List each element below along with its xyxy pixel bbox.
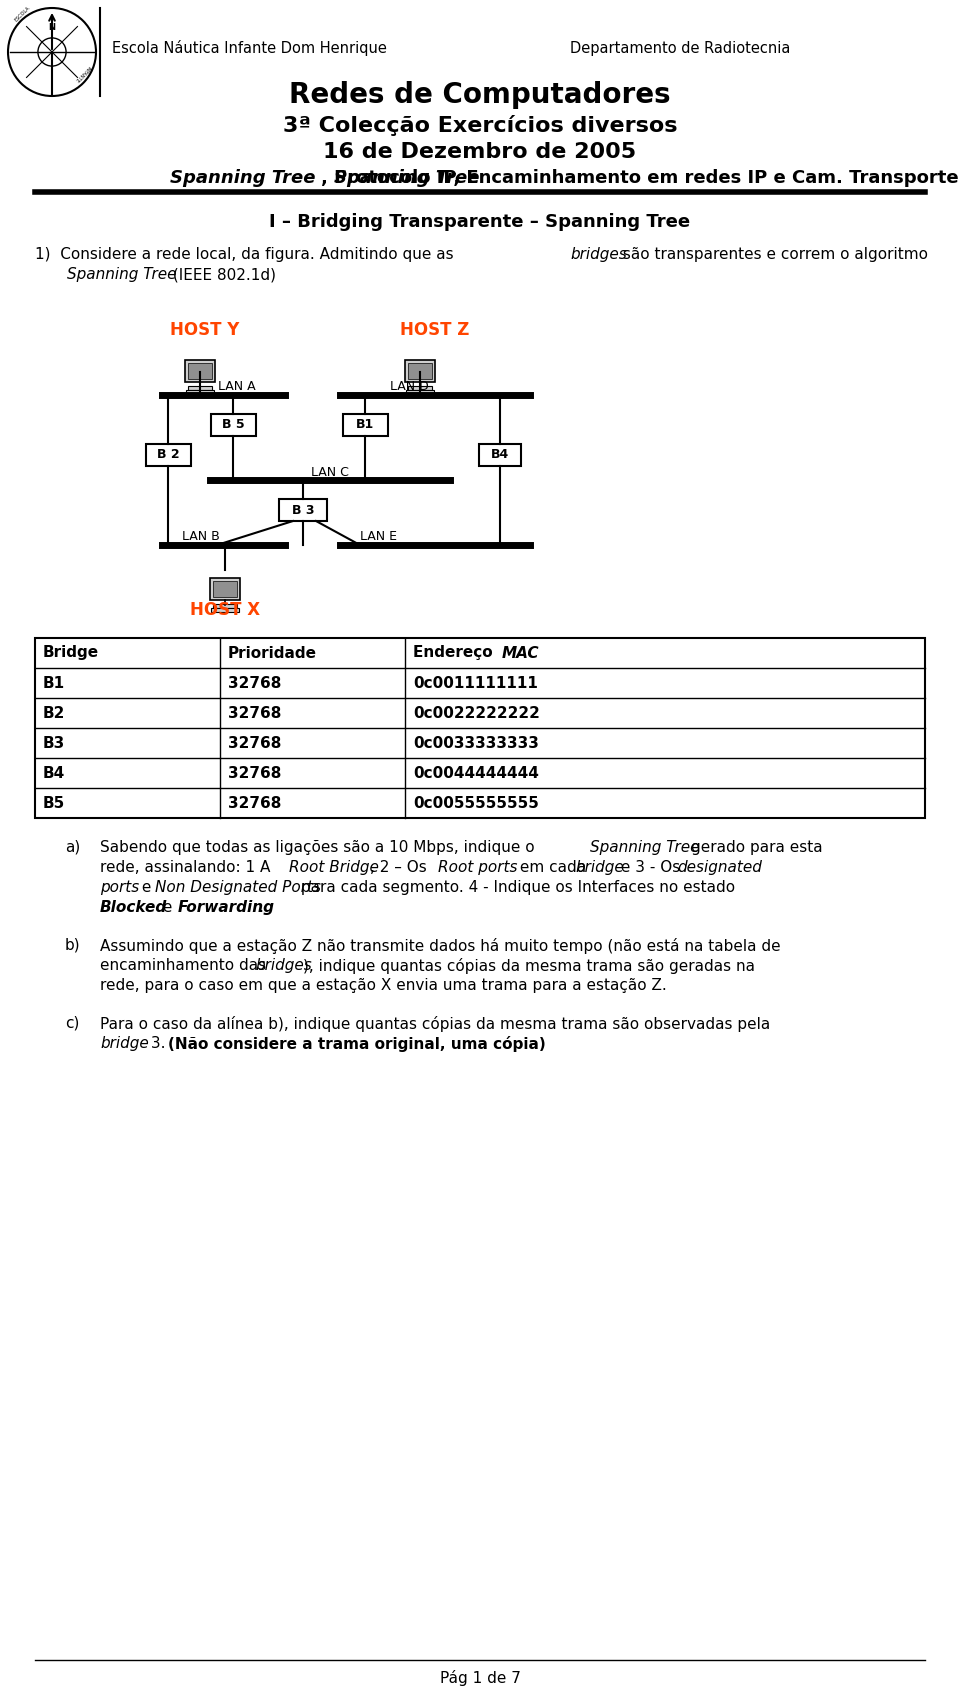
Text: Root ports: Root ports xyxy=(438,860,517,876)
Text: Prioridade: Prioridade xyxy=(228,645,317,660)
Bar xyxy=(35,638,925,818)
Text: Blocked: Blocked xyxy=(100,899,167,915)
Text: bridges: bridges xyxy=(570,248,627,263)
Text: Pág 1 de 7: Pág 1 de 7 xyxy=(440,1670,520,1687)
Bar xyxy=(406,390,434,394)
Text: bridge: bridge xyxy=(575,860,624,876)
Bar xyxy=(185,360,215,382)
Text: B 5: B 5 xyxy=(222,419,244,431)
Bar xyxy=(405,360,435,382)
Text: 3.: 3. xyxy=(146,1035,170,1050)
Text: para cada segmento. 4 - Indique os Interfaces no estado: para cada segmento. 4 - Indique os Inter… xyxy=(296,881,735,894)
Text: Root Bridge: Root Bridge xyxy=(289,860,379,876)
Text: 32768: 32768 xyxy=(228,675,281,691)
Text: B4: B4 xyxy=(491,448,509,462)
Text: 16 de Dezembro de 2005: 16 de Dezembro de 2005 xyxy=(324,143,636,161)
Bar xyxy=(210,579,240,601)
Text: B1: B1 xyxy=(356,419,374,431)
Text: INFANTE: INFANTE xyxy=(73,64,91,83)
Bar xyxy=(211,608,239,613)
Text: B 3: B 3 xyxy=(292,504,314,516)
Text: 0c0033333333: 0c0033333333 xyxy=(413,735,539,750)
Text: e 3 - Os: e 3 - Os xyxy=(616,860,685,876)
Text: Spanning Tree: Spanning Tree xyxy=(67,268,177,282)
Bar xyxy=(186,390,214,394)
Text: Departamento de Radiotecnia: Departamento de Radiotecnia xyxy=(570,41,790,56)
Text: N: N xyxy=(49,24,56,32)
Text: b): b) xyxy=(65,938,81,954)
Text: 0c0011111111: 0c0011111111 xyxy=(413,675,538,691)
Text: Redes de Computadores: Redes de Computadores xyxy=(289,81,671,109)
Text: 32768: 32768 xyxy=(228,735,281,750)
Text: B3: B3 xyxy=(43,735,65,750)
Text: I – Bridging Transparente – Spanning Tree: I – Bridging Transparente – Spanning Tre… xyxy=(270,214,690,231)
Text: rede, para o caso em que a estação X envia uma trama para a estação Z.: rede, para o caso em que a estação X env… xyxy=(100,977,667,993)
Bar xyxy=(211,414,256,436)
Bar xyxy=(408,363,432,378)
Text: Escola Náutica Infante Dom Henrique: Escola Náutica Infante Dom Henrique xyxy=(112,41,387,56)
Text: Spanning Tree: Spanning Tree xyxy=(334,170,480,187)
Text: designated: designated xyxy=(677,860,762,876)
Text: e: e xyxy=(158,899,178,915)
Text: Non Designated Ports: Non Designated Ports xyxy=(155,881,321,894)
Text: 0c0022222222: 0c0022222222 xyxy=(413,706,540,721)
Bar xyxy=(213,604,237,608)
Text: LAN D: LAN D xyxy=(390,380,429,394)
Text: ports: ports xyxy=(100,881,139,894)
Text: .: . xyxy=(258,899,263,915)
Text: Sabendo que todas as ligações são a 10 Mbps, indique o: Sabendo que todas as ligações são a 10 M… xyxy=(100,840,540,855)
Text: Assumindo que a estação Z não transmite dados há muito tempo (não está na tabela: Assumindo que a estação Z não transmite … xyxy=(100,938,780,954)
Text: 0c0044444444: 0c0044444444 xyxy=(413,765,539,781)
Text: gerado para esta: gerado para esta xyxy=(691,840,823,855)
Text: bridges: bridges xyxy=(255,959,312,972)
Text: MAC: MAC xyxy=(502,645,540,660)
Bar xyxy=(213,580,237,597)
Bar xyxy=(279,499,327,521)
Text: (Não considere a trama original, uma cópia): (Não considere a trama original, uma cóp… xyxy=(168,1035,545,1052)
Text: LAN E: LAN E xyxy=(360,531,397,543)
Text: ESCOLA: ESCOLA xyxy=(13,5,31,24)
Text: encaminhamento das: encaminhamento das xyxy=(100,959,271,972)
Text: c): c) xyxy=(65,1017,80,1032)
Text: (IEEE 802.1d): (IEEE 802.1d) xyxy=(168,268,276,282)
Text: ), indique quantas cópias da mesma trama são geradas na: ), indique quantas cópias da mesma trama… xyxy=(303,959,755,974)
Text: LAN C: LAN C xyxy=(311,465,348,479)
Text: 1)  Considere a rede local, da figura. Admitindo que as: 1) Considere a rede local, da figura. Ad… xyxy=(35,248,459,263)
Text: , Protocolo IP, Encaminhamento em redes IP e Cam. Transporte: , Protocolo IP, Encaminhamento em redes … xyxy=(321,170,959,187)
Bar xyxy=(408,385,432,390)
Text: bridge: bridge xyxy=(100,1035,149,1050)
Text: 0c0055555555: 0c0055555555 xyxy=(413,796,539,811)
Text: Spanning Tree: Spanning Tree xyxy=(170,170,316,187)
Bar xyxy=(188,363,212,378)
Text: rede, assinalando: 1 A: rede, assinalando: 1 A xyxy=(100,860,276,876)
Text: e: e xyxy=(137,881,156,894)
Text: a): a) xyxy=(65,840,81,855)
Text: B2: B2 xyxy=(43,706,65,721)
Text: B4: B4 xyxy=(43,765,65,781)
Text: LAN A: LAN A xyxy=(218,380,255,394)
Text: 3ª Colecção Exercícios diversos: 3ª Colecção Exercícios diversos xyxy=(283,114,677,136)
Text: B5: B5 xyxy=(43,796,65,811)
Text: B1: B1 xyxy=(43,675,65,691)
Text: HOST Z: HOST Z xyxy=(400,321,469,339)
Text: 32768: 32768 xyxy=(228,796,281,811)
Text: Endereço: Endereço xyxy=(413,645,498,660)
Bar xyxy=(479,445,521,467)
Text: Para o caso da alínea b), indique quantas cópias da mesma trama são observadas p: Para o caso da alínea b), indique quanta… xyxy=(100,1017,770,1032)
Text: 32768: 32768 xyxy=(228,765,281,781)
Bar xyxy=(146,445,191,467)
Bar xyxy=(343,414,388,436)
Text: 32768: 32768 xyxy=(228,706,281,721)
Bar xyxy=(188,385,212,390)
Text: HOST X: HOST X xyxy=(190,601,260,619)
Text: Bridge: Bridge xyxy=(43,645,99,660)
Text: Spanning Tree: Spanning Tree xyxy=(590,840,700,855)
Text: em cada: em cada xyxy=(515,860,591,876)
Text: são transparentes e correm o algoritmo: são transparentes e correm o algoritmo xyxy=(618,248,928,263)
Text: Forwarding: Forwarding xyxy=(178,899,275,915)
Text: LAN B: LAN B xyxy=(182,531,220,543)
Text: HOST Y: HOST Y xyxy=(170,321,240,339)
Text: B 2: B 2 xyxy=(156,448,180,462)
Text: , 2 – Os: , 2 – Os xyxy=(370,860,432,876)
